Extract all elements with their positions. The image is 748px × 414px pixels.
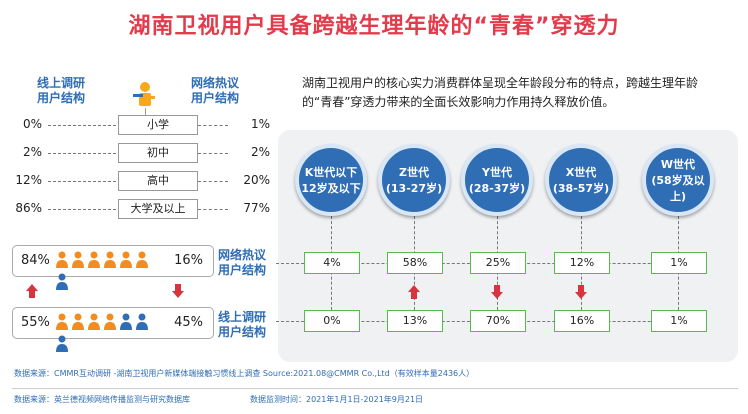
generation-age: 12岁及以下 (301, 182, 361, 195)
female-person-icon (135, 251, 149, 273)
online-value: 86% (15, 201, 42, 215)
female-person-icon (71, 251, 85, 273)
generation-circle: K世代以下 12岁及以下 (295, 144, 367, 216)
education-level: 初中 (118, 143, 198, 163)
online-structure-label-2: 线上调研 用户结构 (218, 310, 267, 339)
description-text: 湖南卫视用户的核心实力消费群体呈现全年龄段分布的特点，跨越生理年龄的“青春”穿透… (302, 76, 699, 109)
female-percent: 84% (21, 253, 50, 268)
generation-circle: Z世代 (13-27岁) (378, 144, 450, 216)
gender-row-online: 55% 45% (12, 307, 214, 352)
dash-line (48, 125, 116, 126)
online-value-box: 1% (651, 310, 707, 332)
dash-line (198, 181, 228, 182)
student-icon (130, 78, 160, 108)
online-structure-label: 线上调研 用户结构 (36, 76, 85, 105)
arrow-up-icon (408, 284, 420, 303)
network-value: 2% (250, 145, 270, 159)
generation-name: X世代 (565, 166, 597, 179)
network-value: 20% (243, 173, 270, 187)
female-person-icon (55, 313, 69, 335)
female-person-icon (87, 251, 101, 273)
online-value: 12% (15, 173, 42, 187)
generation-name: K世代以下 (304, 166, 358, 179)
arrow-down-icon (491, 284, 503, 303)
male-person-icon (135, 313, 149, 335)
network-value-box: 4% (304, 252, 360, 274)
dash-line (48, 153, 116, 154)
dash-line (198, 153, 228, 154)
generation-circle: X世代 (38-57岁) (545, 144, 617, 216)
female-person-icon (119, 251, 133, 273)
people-icons (55, 313, 165, 352)
generation-age: (13-27岁) (385, 182, 443, 195)
male-percent: 16% (174, 253, 203, 268)
people-icons (55, 251, 165, 290)
education-level: 大学及以上 (118, 199, 198, 219)
education-level: 小学 (118, 115, 198, 135)
education-row: 12% 高中 20% (12, 171, 270, 191)
network-value-box: 12% (554, 252, 610, 274)
female-person-icon (103, 251, 117, 273)
dash-line (198, 125, 228, 126)
generation-name: Z世代 (399, 166, 429, 179)
source-divider (12, 388, 738, 389)
education-row: 0% 小学 1% (12, 115, 270, 135)
education-row: 86% 大学及以上 77% (12, 199, 270, 219)
online-value: 2% (22, 145, 42, 159)
network-structure-label-2: 网络热议 用户结构 (218, 248, 267, 277)
generation-age: (38-57岁) (552, 182, 610, 195)
source-line-2a: 数据来源：英兰德视频网络传播监测与研究数据库 (14, 395, 190, 404)
icon-stem-line (145, 108, 146, 118)
female-person-icon (55, 251, 69, 273)
generation-age: (28-37岁) (468, 182, 526, 195)
female-person-icon (103, 313, 117, 335)
generation-name: W世代 (660, 158, 696, 171)
network-value: 1% (250, 117, 270, 131)
generation-circle: W世代 (58岁及以上) (642, 144, 714, 216)
online-value-box: 70% (470, 310, 526, 332)
network-structure-label: 网络热议 用户结构 (190, 76, 239, 105)
female-percent: 55% (21, 315, 50, 330)
male-person-icon (55, 335, 69, 357)
female-person-icon (87, 313, 101, 335)
gender-row-network: 84% 16% (12, 245, 214, 290)
arrow-down-icon (575, 284, 587, 303)
female-person-icon (71, 313, 85, 335)
source-line-2b: 数据监测时间：2021年1月1日-2021年9月21日 (250, 395, 424, 404)
education-row: 2% 初中 2% (12, 143, 270, 163)
online-value-box: 16% (554, 310, 610, 332)
dash-line (198, 209, 228, 210)
page-title: 湖南卫视用户具备跨越生理年龄的“青春”穿透力 (128, 14, 620, 39)
generation-circle: Y世代 (28-37岁) (461, 144, 533, 216)
source-line-1: 数据来源：CMMR互动调研 -湖南卫视用户新媒体端接触习惯线上调查 Source… (14, 369, 475, 378)
online-value-box: 13% (387, 310, 443, 332)
online-value: 0% (22, 117, 42, 131)
male-percent: 45% (174, 315, 203, 330)
generation-name: Y世代 (482, 166, 512, 179)
dash-line (48, 209, 116, 210)
arrow-up-icon (26, 283, 38, 302)
network-value-box: 58% (387, 252, 443, 274)
male-person-icon (55, 273, 69, 295)
online-value-box: 0% (304, 310, 360, 332)
male-person-icon (119, 313, 133, 335)
network-value-box: 1% (651, 252, 707, 274)
education-level: 高中 (118, 171, 198, 191)
arrow-down-icon (172, 283, 184, 302)
generation-age: (58岁及以上) (651, 174, 705, 203)
network-value: 77% (243, 201, 270, 215)
network-value-box: 25% (470, 252, 526, 274)
dash-line (48, 181, 116, 182)
